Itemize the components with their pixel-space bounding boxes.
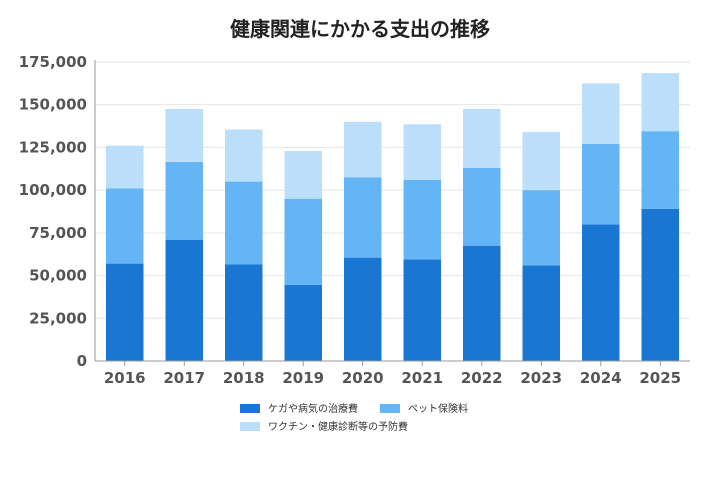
- bar-segment-3-2022: [463, 108, 501, 168]
- bar-segment-2-2022: [463, 167, 501, 246]
- bar-segment-1-2017: [165, 239, 203, 361]
- bar-segment-3-2017: [165, 108, 203, 162]
- y-tick-label: 0: [77, 352, 87, 370]
- bar-segment-2-2019: [284, 198, 322, 285]
- y-tick-label: 175,000: [19, 53, 87, 71]
- x-tick-label: 2025: [639, 369, 681, 387]
- bar-segment-3-2023: [522, 132, 560, 191]
- bar-segment-2-2017: [165, 161, 203, 240]
- x-tick-label: 2021: [401, 369, 443, 387]
- bar-segment-1-2019: [284, 284, 322, 361]
- x-tick-label: 2019: [282, 369, 324, 387]
- bar-segment-3-2018: [225, 129, 263, 182]
- x-tick-label: 2017: [163, 369, 205, 387]
- bar-segment-2-2020: [344, 177, 382, 258]
- x-tick-label: 2022: [461, 369, 503, 387]
- bar-segment-2-2016: [106, 188, 144, 264]
- bar-segment-3-2019: [284, 150, 322, 199]
- bar-segment-1-2020: [344, 257, 382, 361]
- bar-segment-3-2020: [344, 121, 382, 178]
- bar-segment-1-2016: [106, 263, 144, 361]
- legend-swatch: [380, 404, 400, 413]
- x-tick-label: 2018: [223, 369, 265, 387]
- chart-title: 健康関連にかかる支出の推移: [230, 17, 490, 41]
- legend-swatch: [240, 422, 260, 431]
- bar-segment-2-2025: [641, 131, 679, 209]
- legend-label: ワクチン・健康診断等の予防費: [268, 420, 408, 433]
- y-tick-label: 125,000: [19, 138, 87, 156]
- bar-segment-1-2022: [463, 245, 501, 361]
- bar-segment-3-2021: [403, 124, 441, 180]
- legend-label: ケガや病気の治療費: [268, 402, 358, 415]
- x-tick-label: 2016: [104, 369, 146, 387]
- bar-segment-1-2018: [225, 264, 263, 361]
- bar-segment-2-2023: [522, 190, 560, 266]
- bar-segment-2-2018: [225, 181, 263, 265]
- bar-segment-3-2025: [641, 73, 679, 132]
- bar-segment-2-2021: [403, 179, 441, 260]
- y-tick-label: 25,000: [29, 309, 87, 327]
- axes-group: [94, 60, 690, 366]
- y-tick-label: 100,000: [19, 181, 87, 199]
- bar-segment-1-2024: [582, 224, 620, 361]
- bar-segment-3-2024: [582, 83, 620, 145]
- x-tick-label: 2023: [520, 369, 562, 387]
- y-tick-label: 50,000: [29, 267, 87, 285]
- bars-group: [106, 73, 679, 361]
- y-tick-label: 75,000: [29, 224, 87, 242]
- bar-segment-1-2021: [403, 259, 441, 361]
- legend-label: ペット保険料: [408, 402, 468, 415]
- bar-segment-1-2023: [522, 265, 560, 361]
- bar-segment-1-2025: [641, 208, 679, 361]
- y-tick-label: 150,000: [19, 96, 87, 114]
- x-axis-ticks: 2016 2017 2018 2019 2020 2021 2022 2023 2024 2025: [104, 369, 681, 387]
- bar-segment-3-2016: [106, 145, 144, 189]
- bar-segment-2-2024: [582, 144, 620, 225]
- x-tick-label: 2024: [580, 369, 622, 387]
- legend-swatch: [240, 404, 260, 413]
- y-axis-ticks: 0 25,000 50,000 75,000 100,000 125,000 150,000…: [19, 53, 87, 370]
- x-tick-label: 2020: [342, 369, 384, 387]
